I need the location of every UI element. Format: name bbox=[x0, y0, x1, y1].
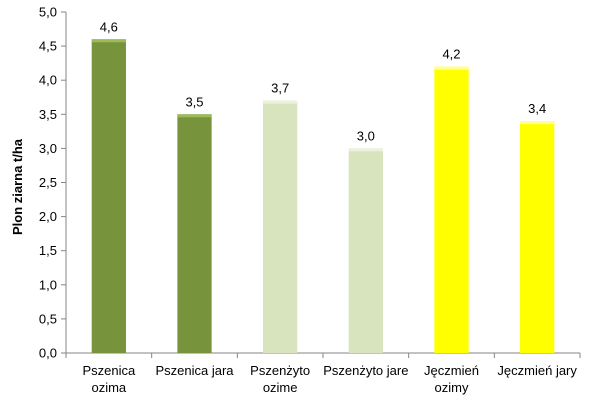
y-tick-label: 1,5 bbox=[39, 243, 57, 258]
bar-top-highlight bbox=[520, 121, 555, 125]
category-label-line: Pszenica bbox=[82, 363, 136, 378]
bar-top-highlight bbox=[263, 100, 298, 104]
bar bbox=[520, 121, 555, 354]
category-label-line: ozimy bbox=[435, 380, 469, 395]
category-label-line: ozima bbox=[91, 380, 126, 395]
bar bbox=[263, 100, 298, 353]
bar bbox=[348, 148, 383, 353]
y-tick-label: 5,0 bbox=[39, 5, 57, 20]
y-tick-label: 4,0 bbox=[39, 73, 57, 88]
bar bbox=[177, 114, 212, 353]
category-label-line: Jęczmień bbox=[424, 363, 479, 378]
y-axis-title-group: Plon ziarna t/ha bbox=[10, 138, 25, 235]
category-label-line: Pszenżyto jare bbox=[323, 363, 408, 378]
bar-top-highlight bbox=[434, 66, 469, 70]
bar bbox=[91, 39, 126, 353]
category-label: Pszenica jara bbox=[155, 363, 234, 378]
y-tick-label: 3,0 bbox=[39, 141, 57, 156]
y-axis: 0,0 0,5 1,0 1,5 2,0 2,5 3,0 3,5 4,0 4,5 5,0 bbox=[39, 5, 67, 361]
y-tick-label: 2,5 bbox=[39, 175, 57, 190]
data-label: 3,0 bbox=[357, 128, 375, 143]
category-labels: Pszenica ozima Pszenica jara Pszenżyto ozime… bbox=[82, 363, 577, 395]
y-tick-label: 1,0 bbox=[39, 277, 57, 292]
y-tick-label: 2,0 bbox=[39, 209, 57, 224]
y-axis-title: Plon ziarna t/ha bbox=[10, 138, 25, 235]
category-label-line: Jęczmień jary bbox=[497, 363, 577, 378]
category-label-line: ozime bbox=[263, 380, 298, 395]
y-tick-label: 4,5 bbox=[39, 39, 57, 54]
category-label-line: Pszenica jara bbox=[155, 363, 234, 378]
y-tick-label: 0,0 bbox=[39, 346, 57, 361]
data-label: 3,5 bbox=[185, 94, 203, 109]
y-tick-label: 3,5 bbox=[39, 107, 57, 122]
bar bbox=[434, 66, 469, 353]
bar-top-highlight bbox=[177, 114, 212, 118]
bars bbox=[91, 39, 555, 354]
data-label: 4,2 bbox=[442, 47, 460, 62]
data-label: 3,7 bbox=[271, 81, 289, 96]
data-label: 4,6 bbox=[100, 19, 118, 34]
bar-top-highlight bbox=[91, 39, 126, 43]
category-label: Pszenżyto jare bbox=[323, 363, 408, 378]
data-labels: 4,6 3,5 3,7 3,0 4,2 3,4 bbox=[100, 19, 546, 143]
bar-top-highlight bbox=[348, 148, 383, 152]
category-label: Jęczmień ozimy bbox=[424, 363, 479, 395]
category-label: Jęczmień jary bbox=[497, 363, 577, 378]
category-label: Pszenica ozima bbox=[82, 363, 136, 395]
data-label: 3,4 bbox=[528, 101, 546, 116]
category-label: Pszenżyto ozime bbox=[250, 363, 310, 395]
x-axis bbox=[65, 352, 581, 358]
category-label-line: Pszenżyto bbox=[250, 363, 310, 378]
y-tick-label: 0,5 bbox=[39, 311, 57, 326]
